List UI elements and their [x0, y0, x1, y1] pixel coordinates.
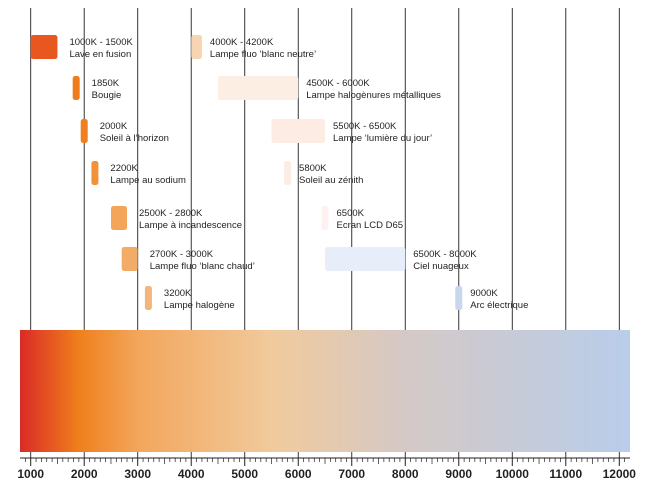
source-name-label: Bougie [92, 90, 122, 101]
source-range-label: 1000K - 1500K [69, 37, 133, 48]
source-name-label: Ecran LCD D65 [337, 220, 404, 231]
source-bar-4 [80, 119, 88, 143]
x-tick-label-3000: 3000 [124, 467, 151, 481]
source-name-label: Lave en fusion [69, 49, 131, 60]
source-range-label: 2000K [100, 121, 128, 132]
source-name-label: Lampe au sodium [110, 175, 186, 186]
source-name-label: Lampe fluo ‘blanc chaud’ [150, 261, 255, 272]
x-tick-label-8000: 8000 [392, 467, 419, 481]
x-tick-label-12000: 12000 [603, 467, 637, 481]
x-tick-label-7000: 7000 [338, 467, 365, 481]
source-range-label: 4000K - 4200K [210, 37, 274, 48]
source-range-label: 5800K [299, 163, 327, 174]
source-bar-2 [72, 76, 80, 100]
source-range-label: 2500K - 2800K [139, 208, 203, 219]
source-bar-13 [455, 286, 463, 310]
x-tick-label-5000: 5000 [231, 467, 258, 481]
source-name-label: Soleil au zénith [299, 175, 363, 186]
x-tick-label-2000: 2000 [71, 467, 98, 481]
source-name-label: Lampe halogènures métalliques [306, 90, 441, 101]
source-name-label: Ciel nuageux [413, 261, 469, 272]
source-range-label: 3200K [164, 288, 192, 299]
source-range-label: 2200K [110, 163, 138, 174]
source-name-label: Lampe ‘lumière du jour’ [333, 133, 432, 144]
source-range-label: 6500K - 8000K [413, 249, 477, 260]
x-tick-label-1000: 1000 [17, 467, 44, 481]
source-bar-6 [91, 161, 99, 185]
source-range-label: 9000K [470, 288, 498, 299]
source-bar-9 [321, 206, 329, 230]
source-bar-10 [121, 247, 138, 271]
source-range-label: 6500K [337, 208, 365, 219]
source-range-label: 4500K - 6000K [306, 78, 370, 89]
x-tick-label-4000: 4000 [178, 467, 205, 481]
source-range-label: 5500K - 6500K [333, 121, 397, 132]
source-bar-5 [271, 119, 325, 143]
x-tick-label-11000: 11000 [549, 467, 582, 481]
source-bar-12 [144, 286, 152, 310]
source-name-label: Lampe halogène [164, 300, 235, 311]
temperature-gradient-bar [20, 330, 630, 452]
source-range-label: 1850K [92, 78, 120, 89]
source-range-label: 2700K - 3000K [150, 249, 214, 260]
source-bar-7 [284, 161, 292, 185]
source-name-label: Arc électrique [470, 300, 528, 311]
x-tick-label-9000: 9000 [445, 467, 472, 481]
source-name-label: Lampe à incandescence [139, 220, 242, 231]
source-bar-1 [191, 35, 202, 59]
source-bar-3 [217, 76, 299, 100]
x-tick-label-6000: 6000 [285, 467, 312, 481]
source-name-label: Soleil à l’horizon [100, 133, 169, 144]
x-axis: 1000 2000 3000 4000 5000 6000 7000 8000 9000 1000… [17, 457, 637, 481]
source-bar-8 [110, 206, 128, 230]
source-bar-11 [325, 247, 406, 271]
x-tick-label-10000: 10000 [496, 467, 530, 481]
source-bar-0 [30, 35, 58, 59]
source-name-label: Lampe fluo ‘blanc neutre’ [210, 49, 316, 60]
